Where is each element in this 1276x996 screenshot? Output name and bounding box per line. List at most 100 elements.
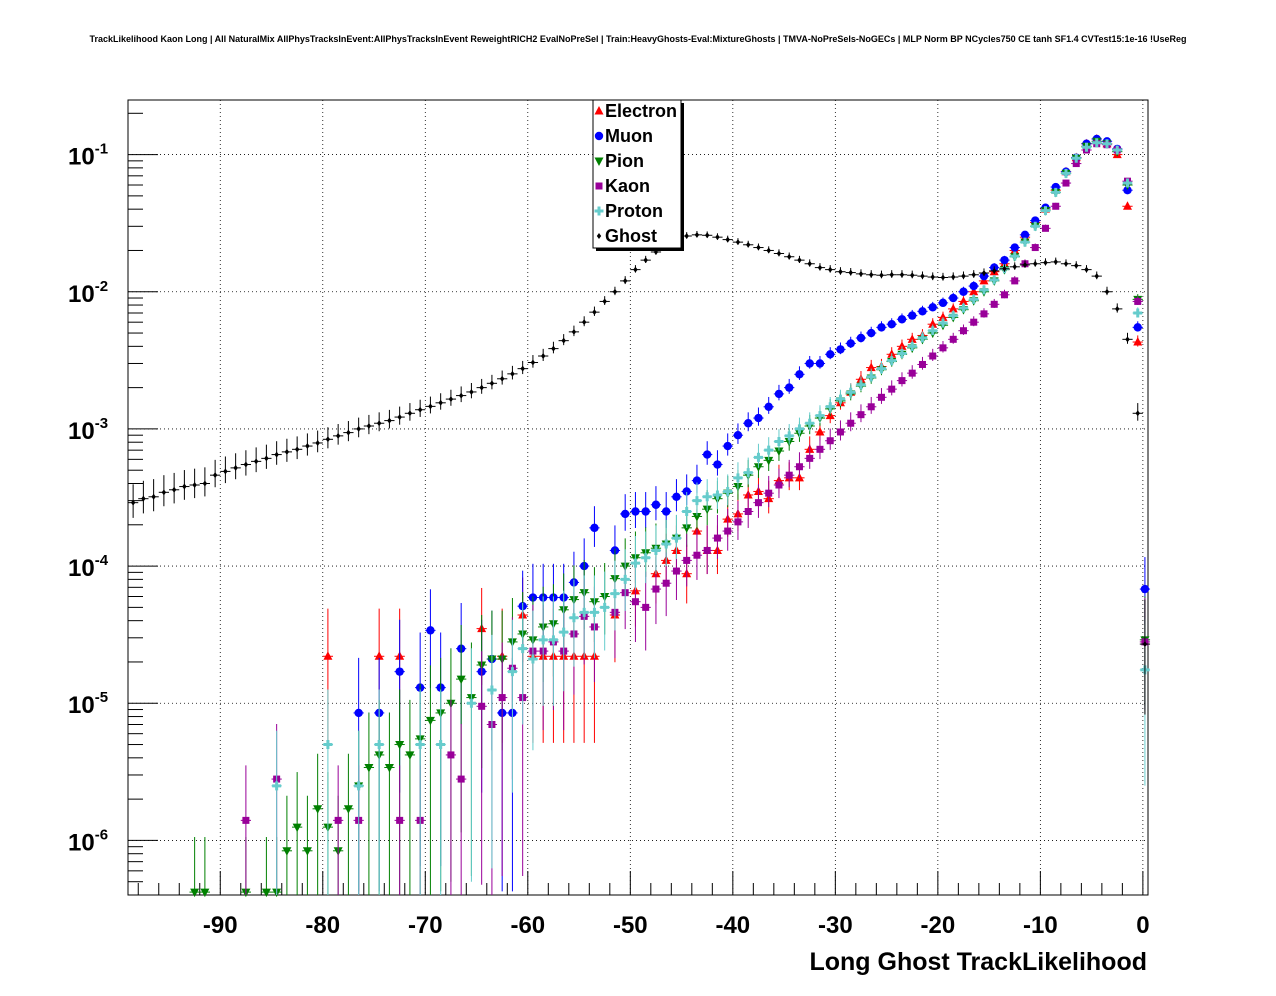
marker bbox=[867, 328, 876, 338]
marker bbox=[551, 345, 556, 352]
marker bbox=[961, 273, 966, 280]
ghost-point bbox=[558, 334, 569, 346]
kaon-point bbox=[968, 316, 979, 327]
marker bbox=[948, 311, 958, 321]
proton-point bbox=[589, 575, 600, 659]
kaon-point bbox=[896, 372, 908, 387]
ghost-point bbox=[394, 406, 405, 425]
ghost-point bbox=[794, 255, 805, 264]
marker bbox=[479, 384, 484, 391]
ghost-point bbox=[835, 267, 846, 275]
marker bbox=[682, 524, 692, 533]
muon-point bbox=[763, 396, 774, 414]
marker bbox=[918, 307, 927, 316]
marker bbox=[457, 775, 465, 783]
marker bbox=[846, 387, 856, 397]
pion-point bbox=[261, 837, 272, 898]
marker bbox=[469, 388, 474, 395]
marker bbox=[294, 446, 300, 453]
marker bbox=[600, 602, 610, 612]
ghost-point bbox=[343, 421, 354, 442]
y-tick-label: 10-1 bbox=[68, 141, 108, 171]
marker bbox=[323, 740, 333, 750]
marker bbox=[703, 546, 711, 554]
marker bbox=[417, 406, 423, 413]
marker bbox=[1135, 410, 1140, 417]
marker bbox=[1125, 336, 1130, 343]
ghost-point bbox=[609, 286, 621, 296]
proton-point bbox=[691, 482, 703, 516]
ghost-point bbox=[855, 269, 867, 277]
marker bbox=[1072, 160, 1080, 168]
marker bbox=[787, 253, 792, 260]
marker bbox=[1115, 305, 1120, 312]
marker bbox=[356, 425, 361, 432]
marker bbox=[815, 426, 825, 436]
proton-point bbox=[650, 525, 662, 575]
muon-point bbox=[691, 464, 703, 494]
muon-point bbox=[753, 407, 764, 426]
kaon-point bbox=[763, 475, 774, 508]
pion-point bbox=[281, 795, 293, 895]
ghost-point bbox=[199, 467, 211, 497]
marker bbox=[538, 635, 548, 645]
marker bbox=[784, 431, 794, 441]
ghost-point bbox=[281, 438, 293, 462]
proton-point bbox=[322, 689, 334, 895]
ghost-point bbox=[148, 479, 159, 512]
marker bbox=[671, 533, 681, 543]
proton-point bbox=[1091, 138, 1102, 148]
marker bbox=[387, 417, 392, 424]
kaon-point bbox=[732, 501, 744, 540]
marker bbox=[889, 271, 894, 278]
marker bbox=[939, 344, 947, 352]
proton-point bbox=[866, 368, 877, 383]
ghost-point bbox=[825, 265, 836, 273]
marker bbox=[579, 607, 589, 617]
legend-marker bbox=[594, 106, 604, 115]
marker bbox=[746, 241, 751, 248]
marker bbox=[969, 281, 978, 291]
marker bbox=[510, 370, 515, 377]
marker bbox=[192, 482, 197, 489]
marker bbox=[284, 448, 290, 455]
marker bbox=[590, 523, 599, 533]
marker bbox=[1122, 178, 1132, 188]
marker bbox=[264, 455, 269, 462]
marker bbox=[958, 296, 968, 305]
marker bbox=[612, 288, 618, 295]
ghost-point bbox=[999, 264, 1010, 272]
proton-point bbox=[876, 360, 887, 375]
marker bbox=[528, 654, 538, 664]
muon-point bbox=[937, 297, 949, 308]
marker bbox=[540, 353, 546, 360]
muon-point bbox=[907, 309, 918, 320]
ghost-point bbox=[876, 270, 887, 279]
marker bbox=[836, 428, 844, 436]
kaon-point bbox=[743, 492, 754, 528]
proton-point bbox=[435, 689, 446, 895]
muon-point bbox=[896, 313, 908, 324]
marker bbox=[652, 585, 660, 593]
proton-point bbox=[896, 346, 908, 359]
kaon-point bbox=[681, 533, 692, 587]
ghost-point bbox=[589, 306, 600, 316]
muon-point bbox=[589, 506, 600, 547]
marker bbox=[990, 300, 998, 308]
ghost-point bbox=[753, 243, 764, 251]
marker bbox=[161, 489, 167, 496]
marker bbox=[171, 486, 177, 493]
ghost-point bbox=[917, 271, 928, 280]
kaon-point bbox=[907, 365, 918, 379]
kaon-point bbox=[927, 348, 938, 361]
marker bbox=[869, 271, 874, 278]
marker bbox=[672, 492, 681, 501]
proton-point bbox=[527, 610, 539, 751]
kaon-point bbox=[937, 341, 949, 353]
marker bbox=[438, 399, 443, 406]
marker bbox=[334, 816, 342, 824]
marker bbox=[735, 239, 741, 246]
muon-point bbox=[804, 355, 815, 369]
ghost-point bbox=[732, 238, 744, 246]
proton-point bbox=[753, 443, 764, 468]
